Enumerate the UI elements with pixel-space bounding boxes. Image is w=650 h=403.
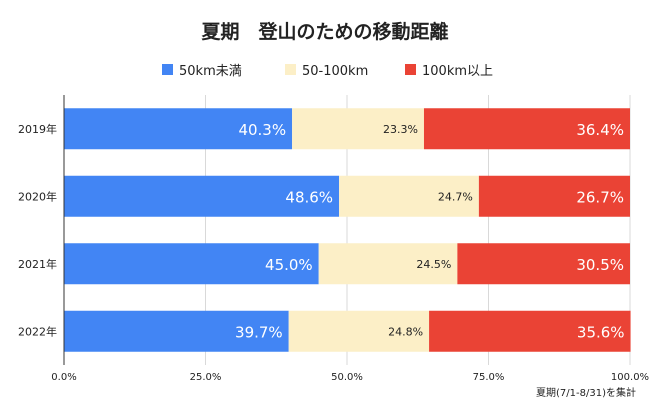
y-tick-label: 2021年 xyxy=(18,257,57,271)
bar-segment xyxy=(64,310,289,352)
data-label: 39.7% xyxy=(235,323,283,341)
bar-segment xyxy=(64,243,319,285)
x-tick-label: 0.0% xyxy=(51,372,76,383)
bar-segment xyxy=(292,108,424,150)
data-label: 24.5% xyxy=(416,258,451,271)
data-label: 36.4% xyxy=(576,121,624,139)
bar-segment xyxy=(339,175,479,217)
x-tick-label: 100.0% xyxy=(611,372,649,383)
data-label: 35.6% xyxy=(577,323,625,341)
bar-segment xyxy=(423,108,630,150)
bar-segment xyxy=(478,175,630,217)
legend-swatch xyxy=(405,64,416,75)
bars xyxy=(64,108,631,352)
legend-swatch xyxy=(162,64,173,75)
legend: 50km未満 50-100km 100km以上 xyxy=(162,64,493,79)
bar-segment xyxy=(64,175,340,217)
bar-segment xyxy=(64,108,293,150)
y-tick-label: 2019年 xyxy=(18,122,57,136)
bar-segment xyxy=(429,310,631,352)
y-tick-label: 2020年 xyxy=(18,189,57,203)
data-label: 23.3% xyxy=(383,123,418,136)
bar-segment xyxy=(288,310,430,352)
data-label: 30.5% xyxy=(576,256,624,274)
data-label: 24.8% xyxy=(388,325,423,338)
data-label: 26.7% xyxy=(576,188,624,206)
bar-segment xyxy=(318,243,458,285)
data-label: 40.3% xyxy=(238,121,286,139)
data-label: 45.0% xyxy=(265,256,313,274)
legend-label: 100km以上 xyxy=(422,64,493,79)
x-tick-label: 75.0% xyxy=(473,372,505,383)
x-axis: 0.0% 25.0% 50.0% 75.0% 100.0% xyxy=(51,372,649,383)
legend-swatch xyxy=(285,64,296,75)
data-label: 48.6% xyxy=(285,188,333,206)
bar-segment xyxy=(457,243,630,285)
legend-label: 50km未満 xyxy=(179,64,242,79)
chart-footnote: 夏期(7/1-8/31)を集計 xyxy=(536,386,636,399)
x-tick-label: 25.0% xyxy=(190,372,222,383)
bar-labels: 40.3% 23.3% 36.4% 48.6% 24.7% 26.7% 45.0% 24.5%… xyxy=(235,121,625,342)
chart-title: 夏期 登山のための移動距離 xyxy=(201,20,448,43)
x-tick-label: 50.0% xyxy=(331,372,363,383)
legend-label: 50-100km xyxy=(302,64,368,79)
y-axis: 2019年 2020年 2021年 2022年 xyxy=(18,95,65,365)
y-tick-label: 2022年 xyxy=(18,324,57,338)
data-label: 24.7% xyxy=(438,190,473,203)
